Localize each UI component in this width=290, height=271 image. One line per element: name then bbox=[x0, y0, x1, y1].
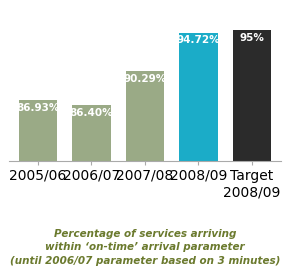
Text: 90.29%: 90.29% bbox=[123, 74, 166, 84]
Text: 94.72%: 94.72% bbox=[177, 35, 220, 45]
Text: Percentage of services arriving
within ‘on-time’ arrival parameter
(until 2006/0: Percentage of services arriving within ‘… bbox=[10, 229, 280, 266]
Bar bbox=[19, 100, 57, 160]
Text: 86.40%: 86.40% bbox=[70, 108, 113, 118]
Bar bbox=[179, 33, 218, 160]
Text: 95%: 95% bbox=[240, 33, 264, 43]
Bar bbox=[233, 30, 271, 160]
Text: 86.93%: 86.93% bbox=[16, 103, 60, 113]
Bar bbox=[72, 105, 111, 160]
Bar bbox=[126, 71, 164, 160]
